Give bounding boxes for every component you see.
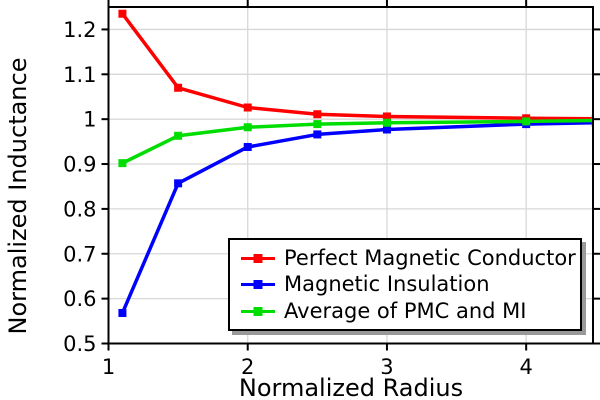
series-marker-2 bbox=[382, 118, 391, 127]
y-tick-label: 1.1 bbox=[63, 63, 96, 87]
series-marker-1 bbox=[313, 130, 322, 139]
x-tick-label: 1 bbox=[102, 355, 115, 379]
series-marker-2 bbox=[174, 131, 183, 140]
legend-label-0: Perfect Magnetic Conductor bbox=[284, 245, 576, 270]
series-marker-0 bbox=[118, 9, 127, 18]
y-tick-label: 0.9 bbox=[63, 153, 96, 177]
y-tick-label: 0.5 bbox=[63, 332, 96, 356]
x-tick-label: 2 bbox=[241, 355, 254, 379]
legend: Perfect Magnetic Conductor Magnetic Insul… bbox=[228, 238, 582, 331]
y-tick-label: 1 bbox=[83, 108, 96, 132]
plot-frame bbox=[107, 6, 594, 345]
series-marker-2 bbox=[522, 117, 531, 126]
series-marker-0 bbox=[382, 112, 391, 121]
series-marker-1 bbox=[174, 179, 183, 188]
legend-sample-1 bbox=[241, 280, 275, 289]
y-tick-label: 0.6 bbox=[63, 287, 96, 311]
y-tick-label: 0.8 bbox=[63, 197, 96, 221]
legend-item-1: Magnetic Insulation bbox=[239, 274, 574, 295]
series-marker-1 bbox=[243, 142, 252, 151]
series-marker-1 bbox=[382, 125, 391, 134]
legend-label-2: Average of PMC and MI bbox=[284, 298, 527, 323]
x-tick-label: 4 bbox=[519, 355, 532, 379]
y-tick-label: 0.7 bbox=[63, 242, 96, 266]
series-marker-1 bbox=[118, 308, 127, 317]
series-marker-2 bbox=[243, 123, 252, 132]
series-marker-0 bbox=[243, 103, 252, 112]
legend-sample-0 bbox=[241, 253, 275, 263]
y-tick-label: 1.2 bbox=[63, 18, 96, 42]
x-axis-title: Normalized Radius bbox=[239, 374, 463, 400]
series-marker-2 bbox=[118, 159, 127, 168]
legend-label-1: Magnetic Insulation bbox=[284, 272, 490, 296]
legend-item-2: Average of PMC and MI bbox=[239, 298, 574, 323]
series-marker-0 bbox=[313, 110, 322, 119]
legend-sample-2 bbox=[241, 306, 275, 316]
series-marker-0 bbox=[174, 83, 183, 92]
x-tick-label: 3 bbox=[380, 355, 393, 379]
series-group bbox=[118, 9, 593, 317]
legend-item-0: Perfect Magnetic Conductor bbox=[239, 245, 576, 270]
series-marker-2 bbox=[313, 120, 322, 129]
y-axis-title: Normalized Inductance bbox=[4, 58, 32, 335]
